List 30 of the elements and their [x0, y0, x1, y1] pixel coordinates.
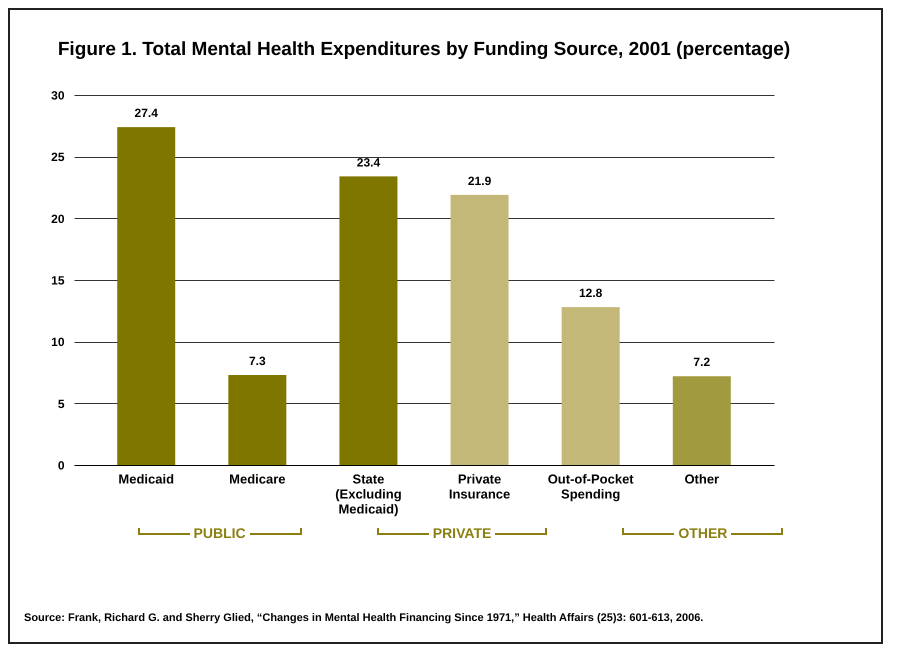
bar	[117, 127, 176, 465]
data-label: 27.4	[134, 106, 158, 120]
y-tick-label: 25	[51, 150, 65, 164]
x-tick-label: State (Excluding Medicaid)	[335, 472, 402, 516]
text: OTHER	[678, 525, 728, 541]
x-tick-label: Medicare	[229, 472, 286, 486]
text: PUBLIC	[194, 525, 246, 541]
data-label: 23.4	[356, 155, 380, 170]
y-tick-label: 0	[58, 458, 65, 472]
data-label: 7.2	[693, 355, 710, 370]
bar	[672, 376, 731, 465]
data-label: 21.9	[468, 174, 492, 188]
x-tick-label: Out-of-Pocket Spending	[548, 472, 634, 502]
y-tick-label: 15	[51, 274, 65, 288]
bar	[339, 176, 398, 465]
source-note: Source: Frank, Richard G. and Sherry Glied, “Changes in Mental Health Financing Since 1971,” Health Affairs (25)3: 601-613, 2006.	[24, 612, 704, 624]
data-label: 12.8	[578, 286, 603, 300]
y-tick-label: 10	[51, 335, 65, 350]
x-tick-label: Medicaid	[118, 472, 174, 486]
bar	[562, 307, 620, 465]
x-tick-label: Private Insurance	[448, 472, 510, 502]
y-tick-label: 20	[51, 212, 65, 226]
data-label: 7.3	[248, 354, 266, 368]
bar	[450, 194, 509, 465]
bar	[228, 374, 286, 465]
y-tick-label: 30	[51, 88, 65, 102]
y-tick-label: 5	[58, 396, 65, 411]
chart-title: Figure 1. Total Mental Health Expenditures by Funding Source, 2001 (percentage)	[58, 39, 790, 60]
text: PRIVATE	[432, 525, 492, 541]
x-tick-label: Other	[684, 472, 720, 486]
